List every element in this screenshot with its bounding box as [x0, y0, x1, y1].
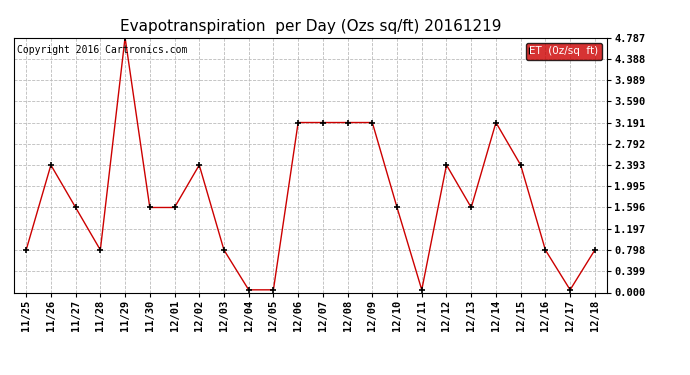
Legend: ET  (0z/sq  ft): ET (0z/sq ft)	[526, 43, 602, 60]
Title: Evapotranspiration  per Day (Ozs sq/ft) 20161219: Evapotranspiration per Day (Ozs sq/ft) 2…	[120, 18, 501, 33]
Text: Copyright 2016 Cartronics.com: Copyright 2016 Cartronics.com	[17, 45, 187, 55]
